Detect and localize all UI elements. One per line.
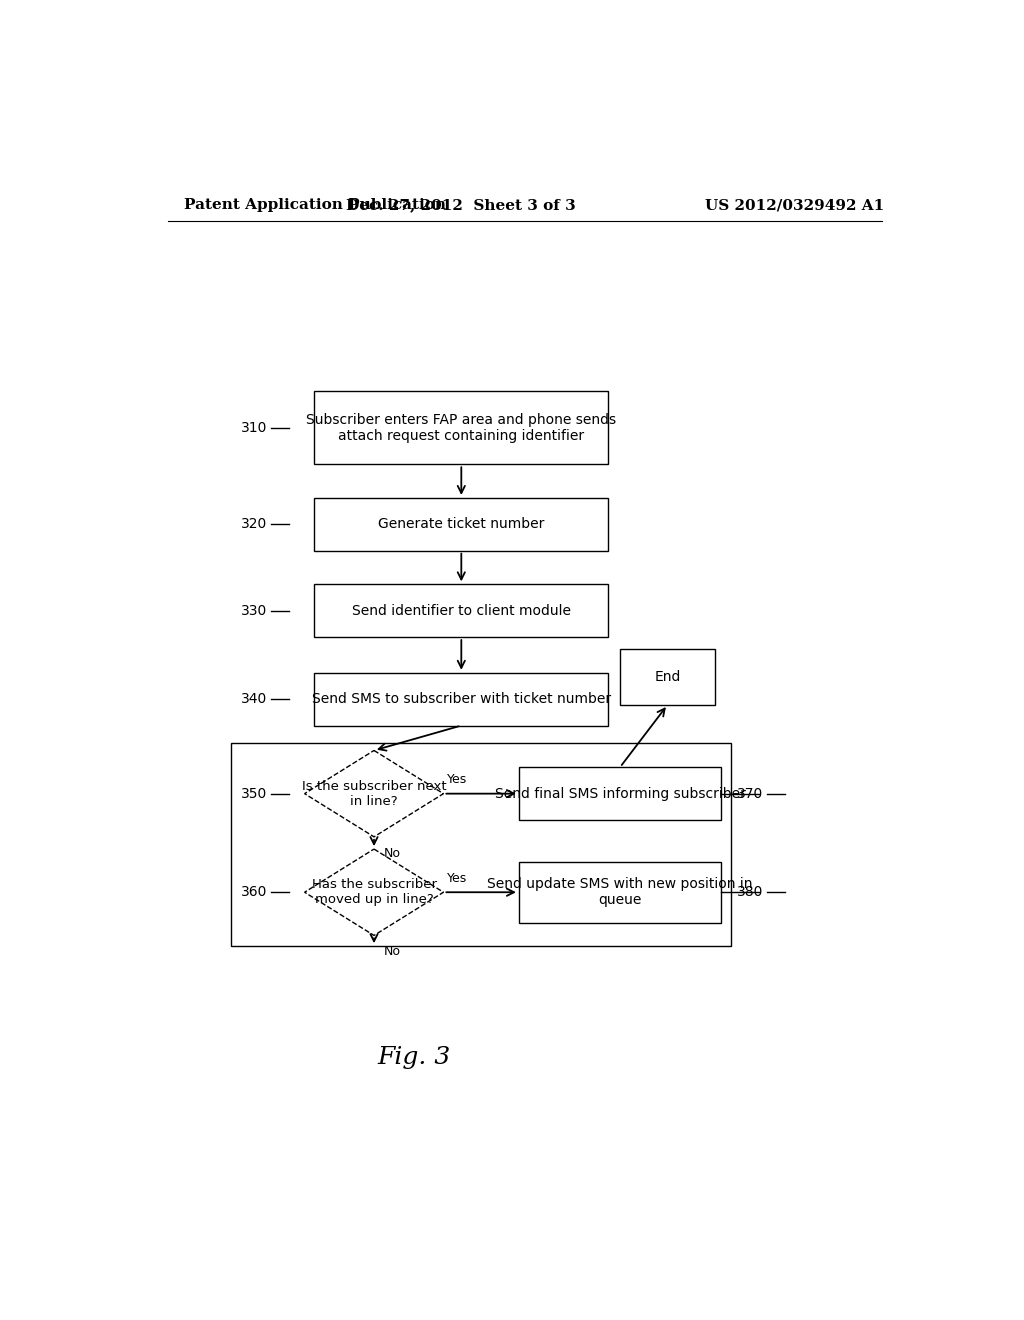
Text: Send final SMS informing subscriber: Send final SMS informing subscriber [495,787,745,801]
Text: No: No [384,945,400,958]
FancyBboxPatch shape [621,649,716,705]
Text: Patent Application Publication: Patent Application Publication [183,198,445,213]
Polygon shape [304,849,443,936]
Text: Send SMS to subscriber with ticket number: Send SMS to subscriber with ticket numbe… [311,692,611,706]
Text: 320: 320 [241,517,267,532]
Text: 350: 350 [241,787,267,801]
Text: Is the subscriber next
in line?: Is the subscriber next in line? [302,780,446,808]
Text: Yes: Yes [447,871,468,884]
FancyBboxPatch shape [519,767,721,820]
Text: 360: 360 [241,886,267,899]
Text: End: End [654,669,681,684]
Text: US 2012/0329492 A1: US 2012/0329492 A1 [705,198,885,213]
Text: Has the subscriber
moved up in line?: Has the subscriber moved up in line? [311,878,436,907]
Text: Send update SMS with new position in
queue: Send update SMS with new position in que… [487,878,753,907]
Text: 370: 370 [736,787,763,801]
Text: Yes: Yes [447,774,468,785]
Text: 330: 330 [241,603,267,618]
Text: Send identifier to client module: Send identifier to client module [352,603,570,618]
Text: Subscriber enters FAP area and phone sends
attach request containing identifier: Subscriber enters FAP area and phone sen… [306,413,616,442]
Text: Generate ticket number: Generate ticket number [378,517,545,532]
Text: 310: 310 [241,421,267,434]
FancyBboxPatch shape [519,862,721,923]
Text: Fig. 3: Fig. 3 [377,1047,451,1069]
FancyBboxPatch shape [314,673,608,726]
Text: No: No [384,846,400,859]
Text: 340: 340 [241,692,267,706]
Polygon shape [304,751,443,837]
FancyBboxPatch shape [314,498,608,550]
FancyBboxPatch shape [314,391,608,465]
FancyBboxPatch shape [314,585,608,638]
Text: 380: 380 [736,886,763,899]
Text: Dec. 27, 2012  Sheet 3 of 3: Dec. 27, 2012 Sheet 3 of 3 [346,198,577,213]
